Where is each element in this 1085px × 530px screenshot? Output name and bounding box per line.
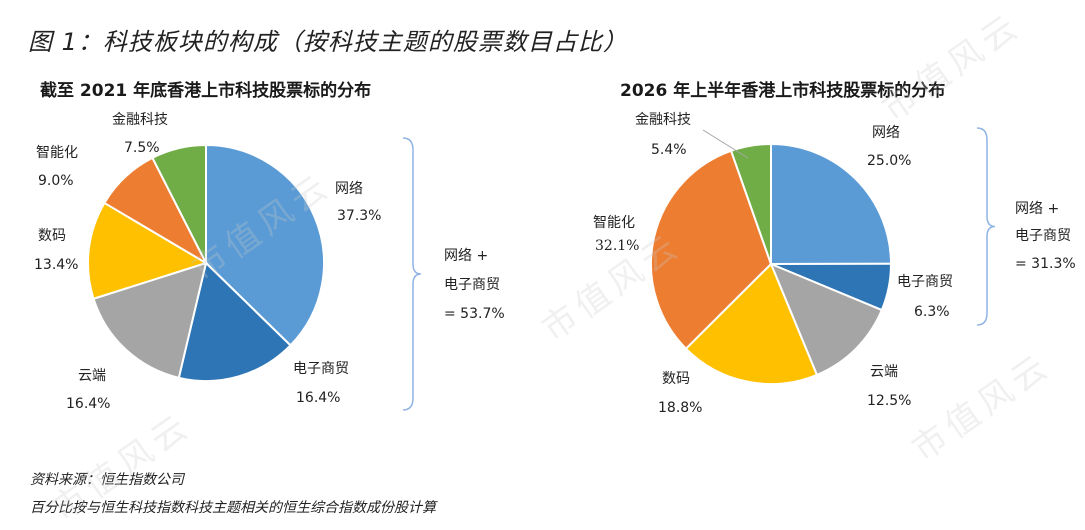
bracket-sum-label: 网络 + [444,248,488,264]
slice-value-network: 25.0% [867,153,911,169]
slice-value-cloud: 12.5% [867,393,911,409]
slice-value-ecommerce: 6.3% [914,304,950,320]
slice-label-network: 网络 [872,125,900,141]
slice-value-network: 37.3% [337,208,381,224]
leader-line [702,129,749,159]
bracket-sum-label: 电子商贸 [1015,228,1071,244]
bracket-sum-label: 电子商贸 [444,277,500,293]
figure-title: 图 1：科技板块的构成（按科技主题的股票数目占比） [28,28,628,56]
slice-value-fintech: 5.4% [651,142,687,158]
footer-note: 百分比按与恒生科技指数科技主题相关的恒生综合指数成份股计算 [30,500,436,516]
pie-slice-smart [650,149,773,351]
pie-slice-cloud [92,261,208,380]
slice-value-fintech: 7.5% [124,140,160,156]
slice-label-fintech: 金融科技 [112,112,168,128]
slice-label-smart: 智能化 [593,215,635,231]
sum-bracket [976,127,996,326]
pie-slice-network [770,142,893,266]
bracket-sum-label: = 31.3% [1015,256,1076,272]
pie-chart-2021: 网络 37.3% 电子商贸 16.4% 云端 16.4% 数码 13.4% 智能化 9.0% 金融科… [34,112,505,412]
slice-label-network: 网络 [335,181,363,197]
pie-slice-digital [684,262,819,385]
slice-value-smart: 9.0% [38,173,74,189]
bracket-sum-label: = 53.7% [444,306,505,322]
slice-value-smart: 32.1% [595,238,639,254]
footer-source: 资料来源：恒生指数公司 [30,472,184,488]
pie-slice-digital [86,201,209,301]
slice-label-cloud: 云端 [870,364,898,380]
pie-slice-cloud [769,262,884,377]
pie-chart-2026: 网络 25.0% 电子商贸 6.3% 云端 12.5% 数码 18.8% 智能化 32.1% 金融科… [593,112,1076,416]
chart-title-2021: 截至 2021 年底香港上市科技股票标的分布 [40,81,372,101]
slice-label-ecommerce: 电子商贸 [897,274,953,290]
slice-label-smart: 智能化 [36,145,78,161]
slice-value-digital: 18.8% [658,400,702,416]
slice-label-fintech: 金融科技 [635,112,691,128]
slice-label-cloud: 云端 [78,368,106,384]
chart-title-2026: 2026 年上半年香港上市科技股票标的分布 [620,81,946,101]
slice-label-digital: 数码 [662,371,690,387]
sum-bracket [402,137,422,411]
pie-slice-network [205,143,325,347]
bracket-sum-label: 网络 + [1015,201,1059,217]
slice-label-digital: 数码 [38,228,66,244]
pie-slice-fintech [729,142,772,265]
pie-slice-fintech [151,143,207,264]
slice-value-digital: 13.4% [34,257,78,273]
slice-value-ecommerce: 16.4% [296,390,340,406]
pie-slice-ecommerce [177,261,292,382]
slice-value-cloud: 16.4% [66,396,110,412]
slice-label-ecommerce: 电子商贸 [293,361,349,377]
